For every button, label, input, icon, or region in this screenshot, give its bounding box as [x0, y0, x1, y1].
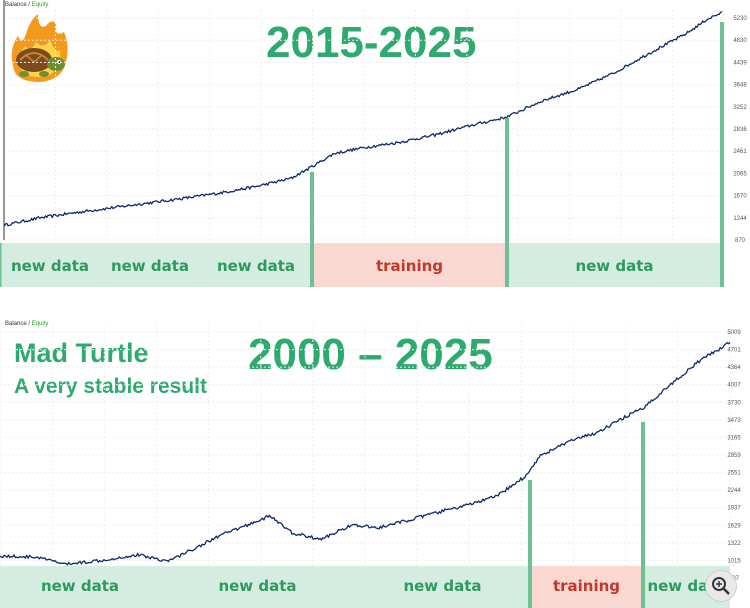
legend-separator: / [28, 321, 31, 327]
band-new [507, 243, 722, 287]
y-tick-label: 5230 [733, 16, 747, 22]
chart-subtitle-2: A very stable result [14, 375, 207, 398]
grid [3, 10, 725, 241]
y-tick-label: 1629 [727, 523, 741, 529]
grid [0, 324, 731, 579]
y-tick-label: 3648 [733, 83, 747, 89]
band-label: new data [218, 577, 296, 595]
band-label: training [553, 577, 620, 595]
y-tick-label: 4830 [733, 38, 747, 44]
legend-balance: Balance [5, 2, 27, 8]
band-new [0, 566, 160, 608]
y-tick-label: 870 [735, 238, 746, 244]
band-training [530, 566, 643, 608]
y-tick-label: 3730 [727, 400, 741, 406]
legend-separator: / [28, 2, 31, 8]
chart-legend: Balance / Equity [5, 321, 48, 327]
y-tick-label: 1244 [733, 216, 747, 222]
chart-title: 2015-2025 [266, 18, 477, 67]
band-new [0, 243, 100, 287]
band-new [100, 243, 200, 287]
band-label: new data [41, 577, 119, 595]
chart-canvas: 5009 4701 4364 4007 3730 3473 3165 2859 2551 2244… [0, 324, 741, 608]
chart-title: 2000 – 2025 [248, 330, 493, 379]
y-tick-label: 3473 [727, 418, 741, 424]
band-label: new data [111, 257, 189, 275]
y-tick-label: 5009 [727, 330, 741, 336]
zoom-icon [712, 577, 730, 595]
band-label: new data [403, 577, 481, 595]
legend-equity: Equity [31, 321, 49, 327]
series-line [0, 341, 731, 566]
y-tick-label: 1322 [727, 541, 741, 547]
zoom-button[interactable] [705, 570, 737, 602]
y-tick-label: 4007 [727, 383, 741, 389]
y-tick-label: 1937 [727, 506, 741, 512]
y-tick-label: 2065 [733, 171, 747, 177]
series-line [3, 10, 723, 227]
band-training [312, 243, 507, 287]
y-tick-label: 2551 [727, 471, 741, 477]
y-tick-label: 2461 [733, 149, 747, 155]
band-new [200, 243, 312, 287]
y-tick-label: 4439 [733, 60, 747, 66]
legend-equity: Equity [31, 2, 49, 8]
y-tick-label: 2836 [733, 127, 747, 133]
legend-balance: Balance [5, 321, 27, 327]
chart-legend: Balance / Equity [5, 2, 48, 8]
y-tick-label: 2244 [727, 488, 741, 494]
y-tick-label: 1015 [727, 558, 741, 564]
y-tick-label: 2859 [727, 453, 741, 459]
chart-2015-2025: Balance / Equity 2015-2025 5230 4830 4439 3… [0, 0, 750, 290]
y-tick-label: 1670 [733, 194, 747, 200]
chart-2000-2025: Balance / Equity Mad Turtle A very stabl… [0, 320, 750, 608]
y-tick-label: 3252 [733, 105, 747, 111]
band-label: new data [575, 257, 653, 275]
y-tick-label: 4364 [727, 365, 741, 371]
y-tick-label: 3165 [727, 435, 741, 441]
turtle-logo-icon [11, 14, 68, 82]
band-label: new data [11, 257, 89, 275]
chart-canvas: 5230 4830 4439 3648 3252 2836 2461 2065 1670 1244… [0, 0, 747, 287]
band-label: new data [217, 257, 295, 275]
band-new [355, 566, 530, 608]
y-tick-label: 4701 [727, 348, 741, 354]
chart-subtitle: Mad Turtle [14, 338, 149, 368]
band-new [160, 566, 355, 608]
band-label: training [376, 257, 443, 275]
